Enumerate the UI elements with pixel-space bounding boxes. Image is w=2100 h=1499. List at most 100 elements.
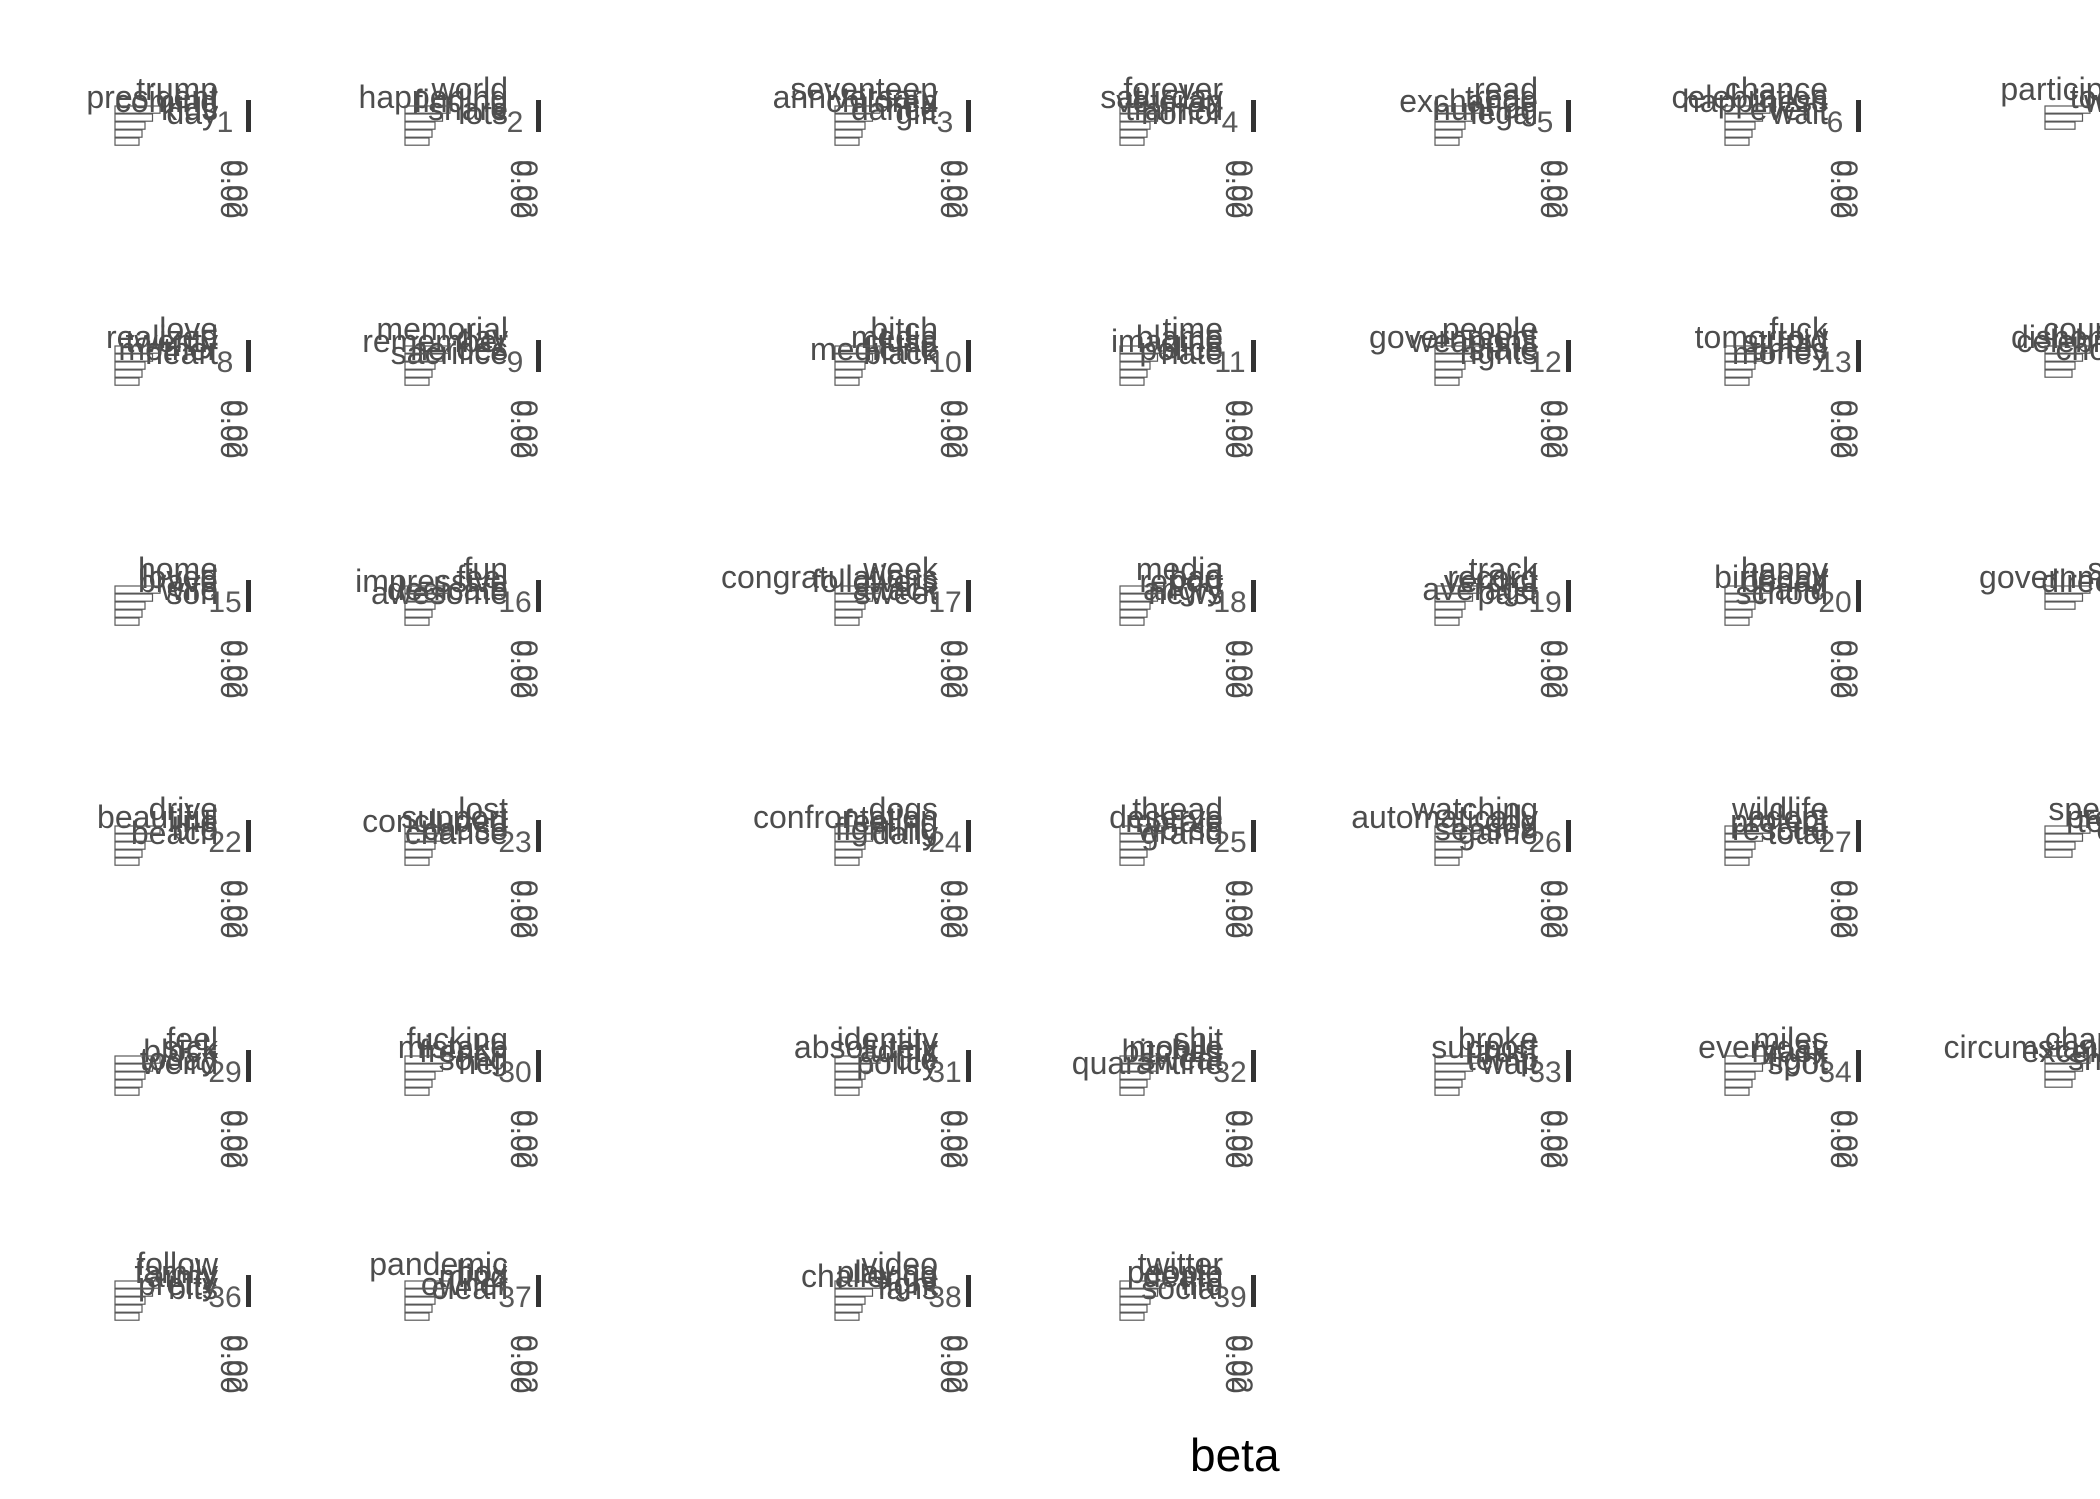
- axis-line: [966, 100, 971, 132]
- axis-line: [966, 1275, 971, 1307]
- bar: [115, 370, 142, 377]
- bar: [1725, 1072, 1755, 1079]
- strip-label: 5: [1537, 106, 1554, 139]
- axis-line: [1251, 1275, 1256, 1307]
- panel-31: identityabsolutelyadmitrulepolicy310.000…: [794, 1021, 973, 1168]
- bar: [835, 618, 859, 625]
- tick-label: 0.02: [510, 400, 543, 458]
- panel-34: mileseverydaymaskfightspot340.000.02: [1698, 1021, 1863, 1168]
- panel-11: timeblameimaginepolicehate110.000.02: [1111, 311, 1258, 458]
- bar: [835, 1088, 859, 1095]
- bar: [405, 1080, 432, 1087]
- panel-38: videoplayingchallengefightfans380.000.02: [801, 1246, 973, 1393]
- panel-15: homelovedbravewifeson150.000.02: [115, 551, 253, 698]
- bar: [1435, 858, 1459, 865]
- tick-label: 0.02: [940, 160, 973, 218]
- panel-10: bitchmediaclusamedicineblack100.000.02: [810, 311, 973, 458]
- strip-label: 27: [1818, 826, 1851, 859]
- panel-37: pandemicboxmindownerclean370.000.02: [369, 1246, 543, 1393]
- strip-label: 17: [928, 586, 961, 619]
- axis-line: [966, 340, 971, 372]
- bar: [1120, 1313, 1144, 1320]
- bar: [115, 1313, 139, 1320]
- panel-28: specialproudteamday280.000.02: [2045, 791, 2100, 938]
- strip-label: 34: [1818, 1056, 1851, 1089]
- term-label: gift: [895, 95, 938, 131]
- bar: [2045, 842, 2075, 849]
- term-label: lots: [458, 95, 508, 131]
- panel-2: worldhappeningfindingsharelots20.000.02: [359, 71, 543, 218]
- axis-line: [246, 340, 251, 372]
- bar: [835, 378, 859, 385]
- strip-label: 8: [217, 346, 234, 379]
- panel-36: followfamilyarmyprettybits360.000.02: [115, 1246, 253, 1393]
- bar: [405, 370, 432, 377]
- tick-label: 0.02: [1540, 880, 1573, 938]
- bar: [2045, 122, 2075, 129]
- axis-line: [1566, 580, 1571, 612]
- tick-label: 0.02: [1830, 160, 1863, 218]
- tick-label: 0.02: [220, 400, 253, 458]
- bar: [835, 1080, 862, 1087]
- panel-17: weekcongratulationsfollowersattacksweet1…: [721, 551, 973, 698]
- bar: [835, 850, 862, 857]
- panel-30: fuckingmistakefrenchsonghell300.000.02: [398, 1021, 543, 1168]
- bar: [1435, 618, 1459, 625]
- panel-6: chancecelebrationhappinesseventwait60.00…: [1671, 71, 1863, 218]
- bar: [2045, 370, 2072, 377]
- panel-29: feelsickblocktodayweird290.000.02: [115, 1021, 253, 1168]
- strip-label: 29: [208, 1056, 241, 1089]
- tick-label: 0.02: [1225, 160, 1258, 218]
- strip-label: 19: [1528, 586, 1561, 619]
- bar: [115, 602, 145, 609]
- tick-label: 0.02: [1830, 1110, 1863, 1168]
- strip-label: 18: [1213, 586, 1246, 619]
- tick-label: 0.02: [510, 1110, 543, 1168]
- panel-21: safegovernmentdirector210.000.02: [1979, 551, 2100, 698]
- bar: [1725, 138, 1749, 145]
- axis-line: [966, 1050, 971, 1082]
- bar: [115, 130, 142, 137]
- bar: [115, 1088, 139, 1095]
- panel-26: watchingautomaticallydogseasongame260.00…: [1351, 791, 1573, 938]
- tick-label: 0.02: [1830, 640, 1863, 698]
- bar: [835, 1297, 865, 1304]
- axis-line: [1856, 1050, 1861, 1082]
- panel-4: foreversaturdayveterantrainedhonor40.000…: [1100, 71, 1258, 218]
- strip-label: 3: [937, 106, 954, 139]
- bar: [405, 1313, 429, 1320]
- tick-label: 0.02: [1225, 880, 1258, 938]
- tick-label: 0.02: [1830, 880, 1863, 938]
- panel-33: brokesupporttrusttempwait330.000.02: [1431, 1021, 1573, 1168]
- axis-line: [1566, 1050, 1571, 1082]
- bar: [1725, 1080, 1752, 1087]
- bar: [1120, 1305, 1147, 1312]
- bar: [1435, 1072, 1465, 1079]
- bar: [1120, 618, 1144, 625]
- bar: [1725, 130, 1752, 137]
- tick-label: 0.02: [940, 640, 973, 698]
- strip-label: 6: [1827, 106, 1844, 139]
- bar: [115, 122, 145, 129]
- strip-label: 22: [208, 826, 241, 859]
- term-label: day: [2096, 811, 2100, 847]
- strip-label: 10: [928, 346, 961, 379]
- bar: [2045, 850, 2072, 857]
- bar: [1120, 130, 1147, 137]
- bar: [835, 610, 862, 617]
- bar: [1120, 1088, 1144, 1095]
- bar: [835, 1313, 859, 1320]
- panel-39: twitterpeopledeathlifesocial390.000.02: [1120, 1246, 1258, 1393]
- tick-label: 0.02: [1225, 1335, 1258, 1393]
- tick-label: 0.02: [1225, 640, 1258, 698]
- bar: [2045, 602, 2075, 609]
- bar: [1120, 370, 1147, 377]
- panel-5: readtreadexchangehuntinglegal50.000.02: [1399, 71, 1573, 218]
- strip-label: 30: [498, 1056, 531, 1089]
- tick-label: 0.02: [1540, 640, 1573, 698]
- axis-line: [1856, 580, 1861, 612]
- term-label: wait: [1770, 95, 1828, 131]
- panel-35: chancecircumstancesexcellentshare350.000…: [1944, 1021, 2100, 1168]
